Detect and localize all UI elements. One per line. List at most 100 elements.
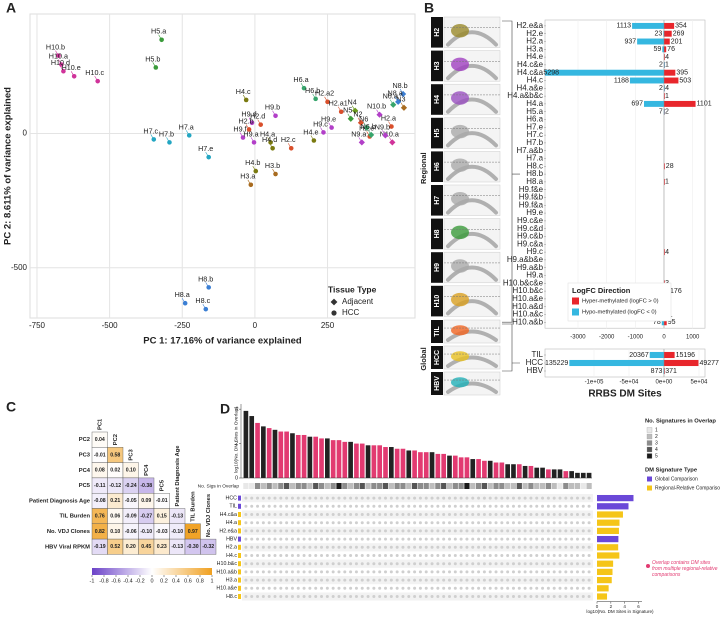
count-cell: [586, 483, 592, 489]
matrix-dot: [535, 545, 539, 549]
matrix-dot: [587, 586, 591, 590]
category-label: H9.c: [527, 247, 543, 256]
matrix-dot: [378, 521, 382, 525]
matrix-dot: [500, 537, 504, 541]
matrix-dot: [343, 554, 347, 557]
bar: [400, 448, 406, 478]
matrix-dot: [488, 521, 492, 525]
count-cell: [330, 483, 336, 489]
matrix-dot: [477, 521, 481, 525]
matrix-dot: [314, 496, 318, 500]
matrix-dot: [407, 554, 411, 557]
matrix-dot: [570, 586, 574, 590]
matrix-dot: [535, 513, 539, 516]
point-hcc: [321, 130, 326, 135]
matrix-dot: [442, 578, 446, 582]
count-cell: [516, 483, 522, 489]
point-label: H10.c: [85, 68, 104, 77]
matrix-dot: [256, 562, 260, 566]
matrix-dot: [424, 595, 428, 598]
point-hcc: [329, 125, 334, 130]
matrix-dot: [558, 504, 562, 508]
matrix-dot: [325, 545, 329, 549]
matrix-dot: [366, 513, 370, 516]
matrix-dot: [575, 562, 579, 566]
matrix-dot: [477, 595, 481, 598]
matrix-dot: [424, 562, 428, 566]
point-hcc: [288, 145, 294, 151]
point-hcc: [338, 109, 344, 115]
matrix-dot: [331, 496, 335, 500]
matrix-dot: [343, 537, 347, 541]
matrix-dot: [372, 562, 376, 566]
matrix-dot: [436, 504, 440, 508]
bar: [301, 434, 307, 478]
matrix-dot: [290, 513, 294, 516]
bar: [528, 465, 534, 478]
count-cell: [534, 483, 540, 489]
matrix-dot: [372, 521, 376, 525]
bar: [663, 22, 675, 29]
point-hcc: [95, 78, 101, 84]
matrix-dot: [378, 513, 382, 516]
count-cell: [411, 483, 418, 489]
matrix-dot: [459, 537, 463, 541]
matrix-dot: [250, 578, 254, 582]
matrix-dot: [523, 545, 527, 549]
matrix-dot: [482, 521, 486, 525]
point-hcc: [151, 137, 157, 142]
bar: [522, 465, 528, 478]
point-hcc: [71, 74, 77, 79]
matrix-dot: [523, 496, 527, 500]
matrix-dot: [552, 595, 556, 598]
column-label: Patient Diagnosis Age: [175, 445, 181, 507]
matrix-dot: [477, 578, 481, 582]
matrix-dot: [267, 496, 271, 500]
set-type-swatch: [238, 585, 241, 591]
matrix-dot: [418, 504, 422, 508]
matrix-dot: [395, 529, 399, 533]
matrix-dot: [482, 496, 486, 500]
matrix-dot: [279, 529, 283, 533]
matrix-dot: [337, 496, 341, 500]
category-label: H9.c&e: [517, 216, 544, 225]
matrix-dot: [285, 554, 289, 557]
category-label: H4.c: [527, 76, 543, 85]
category-label: H9.c&b: [517, 232, 544, 241]
matrix-dot: [267, 545, 271, 549]
matrix-dot: [471, 545, 475, 549]
point-label: N10.b: [367, 102, 386, 111]
matrix-dot: [581, 504, 585, 508]
count-cell: [371, 483, 377, 489]
matrix-dot: [378, 562, 382, 566]
matrix-dot: [401, 545, 405, 549]
cell-label: 0.15: [157, 514, 167, 520]
note-dot: [646, 564, 650, 568]
category-label: H10.a&b: [512, 317, 543, 326]
matrix-dot: [442, 595, 446, 598]
matrix-dot: [575, 504, 579, 508]
matrix-dot: [366, 586, 370, 590]
bar: [243, 410, 249, 478]
bar: [371, 445, 377, 478]
count-cell: [336, 483, 342, 489]
row-label: No. VDJ Clones: [47, 529, 90, 535]
point-label: H4.b: [245, 158, 260, 167]
matrix-dot: [401, 595, 405, 598]
matrix-dot: [314, 595, 318, 598]
matrix-dot: [558, 562, 562, 566]
matrix-dot: [360, 578, 364, 582]
matrix-dot: [442, 521, 446, 525]
category-label: HBV: [527, 366, 544, 375]
matrix-dot: [459, 595, 463, 598]
legend-swatch: [330, 298, 338, 306]
point-label: N5: [343, 106, 352, 115]
bar: [348, 441, 353, 478]
matrix-dot: [279, 504, 283, 508]
matrix-dot: [500, 562, 504, 566]
matrix-dot: [552, 586, 556, 590]
point-adjacent: [347, 115, 354, 122]
point-label: N8.a: [388, 89, 403, 98]
point-adjacent: [400, 104, 408, 111]
